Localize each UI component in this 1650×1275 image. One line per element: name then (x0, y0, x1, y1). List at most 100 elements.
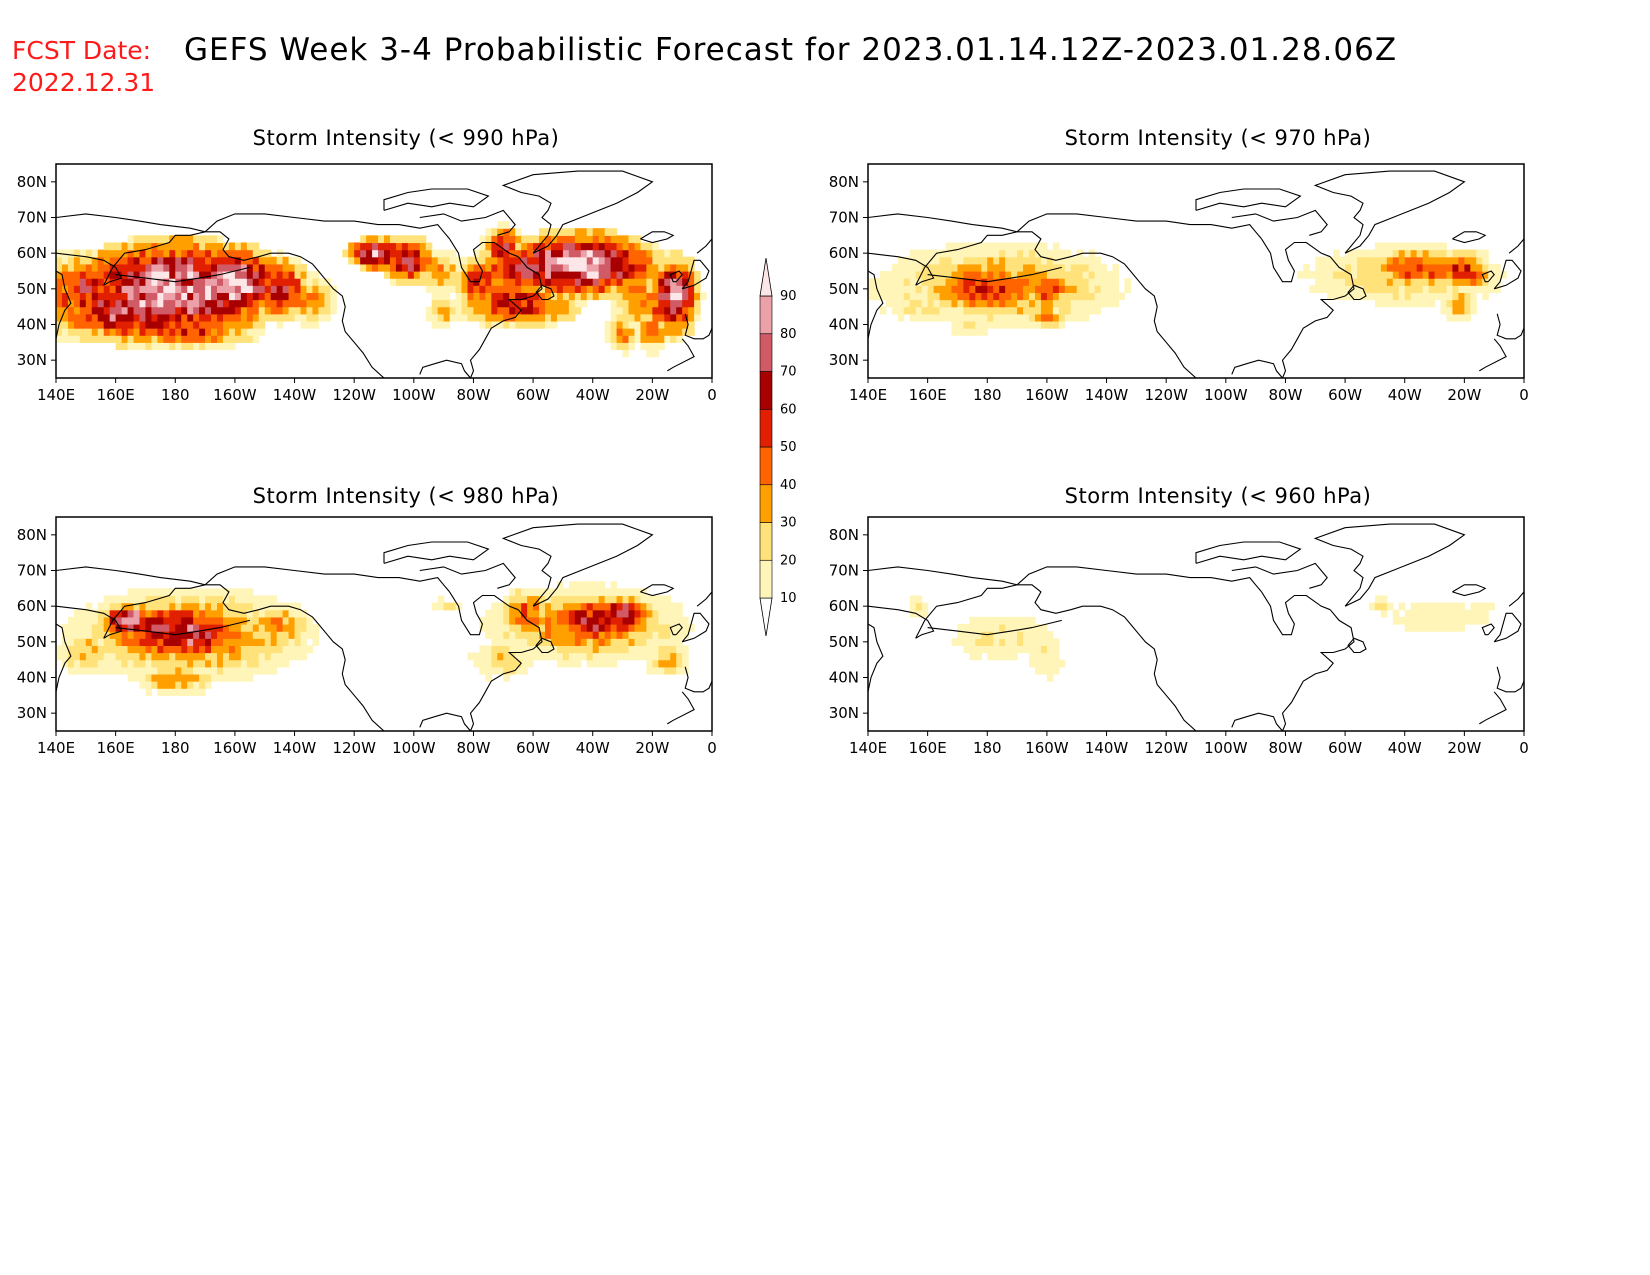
probability-cell (640, 242, 647, 251)
colorbar-segment (759, 446, 773, 486)
probability-cell (515, 624, 522, 632)
probability-cell (437, 595, 445, 604)
probability-cell (562, 313, 570, 322)
probability-cell (610, 249, 618, 258)
probability-cell (509, 602, 516, 611)
probability-cell (1434, 271, 1442, 279)
probability-cell (957, 263, 965, 272)
probability-cell (163, 306, 170, 315)
probability-cell (1046, 306, 1054, 315)
probability-cell (103, 609, 111, 618)
probability-cell (562, 242, 570, 251)
probability-cell (556, 652, 564, 661)
probability-cell (294, 652, 302, 661)
probability-cell (222, 652, 230, 661)
probability-cell (1029, 645, 1036, 654)
probability-cell (473, 249, 481, 258)
probability-cell (1029, 631, 1036, 639)
probability-cell (181, 652, 188, 661)
probability-cell (1070, 292, 1078, 301)
probability-cell (222, 256, 230, 265)
probability-cell (999, 320, 1006, 329)
probability-cell (921, 278, 929, 286)
probability-cell (79, 616, 87, 625)
probability-cell (372, 249, 379, 258)
probability-cell (199, 285, 206, 293)
probability-cell (634, 595, 642, 604)
probability-cell (151, 609, 158, 618)
probability-cell (217, 335, 224, 343)
probability-cell (670, 645, 677, 654)
probability-cell (1446, 263, 1454, 272)
probability-cell (1029, 659, 1036, 668)
probability-cell (157, 602, 164, 611)
probability-cell (503, 659, 510, 668)
probability-cell (139, 652, 147, 661)
probability-cell (1380, 263, 1388, 272)
probability-cell (598, 242, 606, 251)
probability-cell (527, 624, 534, 632)
lon-tick-label: 80W (456, 386, 490, 404)
probability-cell (987, 652, 994, 661)
probability-cell (97, 631, 105, 639)
probability-cell (545, 278, 552, 286)
probability-cell (145, 249, 153, 258)
lon-tick-label: 60W (1328, 739, 1362, 757)
probability-cell (592, 602, 600, 611)
coastline (1195, 188, 1302, 211)
probability-cell (1380, 278, 1388, 286)
probability-cell (616, 313, 624, 322)
coastline (915, 584, 1018, 639)
probability-cell (193, 235, 200, 244)
probability-cell (598, 602, 606, 611)
probability-cell (67, 645, 75, 654)
probability-cell (1029, 249, 1036, 258)
probability-cell (240, 320, 248, 329)
probability-cell (676, 666, 683, 675)
probability-cell (485, 242, 492, 251)
probability-cell (1034, 645, 1042, 654)
probability-cell (580, 299, 588, 308)
coastline (868, 566, 1018, 586)
probability-cell (282, 652, 290, 661)
probability-cell (527, 616, 534, 625)
probability-cell (312, 285, 319, 293)
probability-cell (127, 602, 135, 611)
probability-cell (580, 278, 588, 286)
probability-cell (891, 271, 899, 279)
probability-cell (1082, 306, 1090, 315)
probability-cell (1470, 602, 1477, 611)
probability-cell (515, 609, 522, 618)
probability-cell (939, 285, 947, 293)
probability-cell (1064, 285, 1072, 293)
probability-cell (1482, 285, 1489, 293)
probability-cell (413, 249, 421, 258)
probability-cell (109, 652, 117, 661)
probability-cell (73, 271, 81, 279)
probability-cell (467, 292, 475, 301)
lon-tick-label: 80W (1268, 739, 1302, 757)
colorbar-segment (759, 484, 773, 523)
probability-cell (85, 249, 93, 258)
probability-cell (622, 278, 630, 286)
probability-cell (246, 652, 254, 661)
probability-cell (133, 242, 141, 251)
probability-cell (556, 228, 564, 236)
probability-cell (288, 306, 296, 315)
probability-cell (240, 673, 248, 682)
probability-cell (497, 652, 504, 661)
probability-cell (449, 256, 457, 265)
probability-cell (933, 285, 941, 293)
probability-cell (993, 306, 1000, 315)
probability-cell (169, 595, 176, 604)
probability-cell (151, 285, 158, 293)
probability-cell (568, 235, 576, 244)
probability-cell (497, 645, 504, 654)
probability-cell (199, 263, 206, 272)
probability-cell (610, 242, 618, 251)
probability-cell (151, 588, 158, 597)
probability-cell (550, 631, 558, 639)
probability-cell (521, 242, 528, 251)
probability-cell (163, 278, 170, 286)
coastline (640, 584, 675, 597)
